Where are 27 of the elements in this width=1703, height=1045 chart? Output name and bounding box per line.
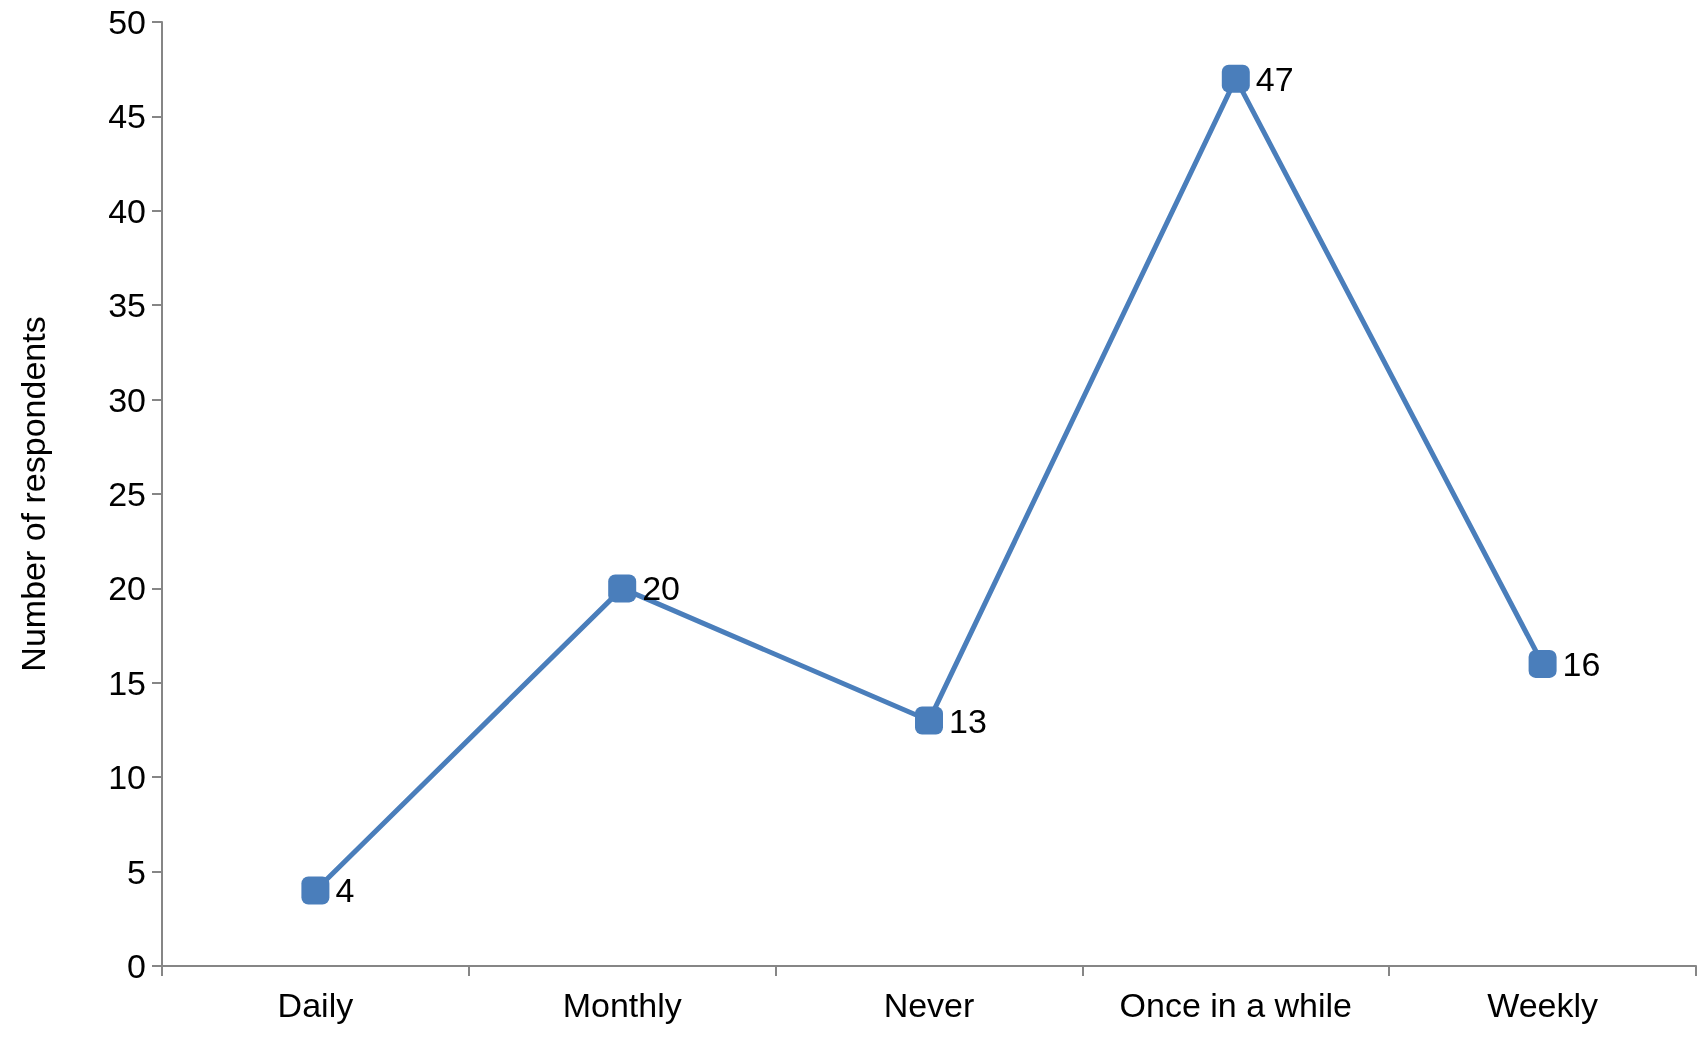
y-tick-label: 10	[108, 758, 146, 797]
y-tick-label: 25	[108, 475, 146, 513]
point	[301, 876, 330, 905]
y-tick-label: 20	[108, 569, 146, 608]
x-tick-label: Never	[883, 986, 975, 1024]
y-tick-label: 5	[127, 852, 146, 891]
y-tick-label: 35	[108, 286, 146, 325]
y-tick-label: 45	[108, 97, 146, 136]
data-label: 4	[335, 871, 355, 910]
y-tick-label: 0	[127, 947, 146, 985]
data-label: 47	[1255, 59, 1294, 98]
y-tick-label: 50	[108, 3, 146, 41]
point	[608, 574, 637, 603]
y-tick-label: 40	[108, 191, 146, 230]
y-tick-label: 15	[108, 663, 146, 702]
x-tick-label: Once in a while	[1119, 986, 1353, 1024]
y-tick-label: 30	[108, 380, 146, 419]
x-tick-label: Monthly	[562, 986, 682, 1024]
data-label: 20	[642, 569, 681, 608]
point	[915, 706, 943, 735]
x-tick-label: Daily	[277, 986, 354, 1024]
point	[1221, 64, 1250, 93]
point	[1528, 649, 1557, 678]
data-label: 16	[1562, 644, 1601, 683]
x-tick-label: Weekly	[1487, 986, 1599, 1024]
data-label: 13	[949, 701, 987, 740]
y-axis-title: Number of respondents	[14, 316, 52, 672]
